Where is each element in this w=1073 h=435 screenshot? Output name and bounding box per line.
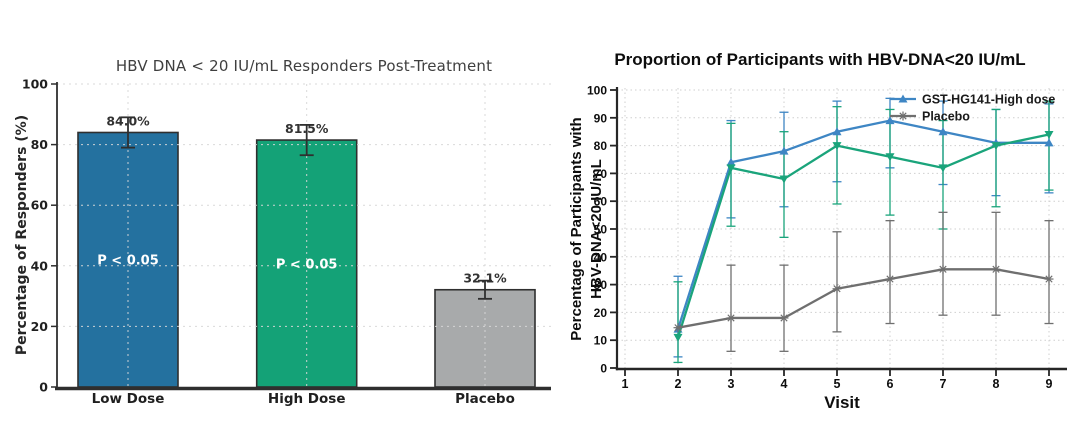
svg-text:90: 90 [594, 111, 608, 125]
svg-text:10: 10 [594, 334, 608, 348]
svg-text:9: 9 [1046, 377, 1053, 391]
svg-text:0: 0 [39, 380, 48, 395]
svg-text:High Dose: High Dose [268, 391, 346, 407]
svg-text:60: 60 [31, 198, 49, 213]
svg-text:30: 30 [594, 278, 608, 292]
bar-chart-figure: 0 20 40 60 80 100 Low Dose High Dose Placebo 84.0… [14, 57, 551, 407]
svg-text:3: 3 [728, 377, 735, 391]
svg-text:40: 40 [594, 250, 608, 264]
svg-text:7: 7 [940, 377, 947, 391]
svg-text:50: 50 [594, 223, 608, 237]
svg-text:80: 80 [31, 137, 49, 152]
svg-text:40: 40 [31, 258, 49, 273]
markers-placebo [673, 264, 1054, 333]
svg-text:70: 70 [594, 167, 608, 181]
line-chart-figure: 0 10 20 30 40 50 60 70 80 90 100 1 2 3 4 5 6 7 8 9 GST-HG141… [560, 0, 1073, 435]
svg-text:0: 0 [600, 362, 607, 376]
bar-chart-title: HBV DNA < 20 IU/mL Responders Post-Treat… [115, 57, 493, 75]
svg-text:60: 60 [594, 195, 608, 209]
line-chart-y-axis-label-line2: HBV-DNA<20 IU/mL [588, 159, 605, 299]
svg-text:80: 80 [594, 139, 608, 153]
line-series-unlabeled-green-series [676, 133, 1050, 338]
axes: 0 20 40 60 80 100 Low Dose High Dose Placebo [22, 77, 551, 407]
svg-text:2: 2 [675, 377, 682, 391]
line-series-placebo [677, 268, 1050, 329]
error-bars-placebo [726, 211, 1054, 352]
line-chart-x-axis-label: Visit [824, 393, 860, 412]
svg-text:4: 4 [781, 377, 788, 391]
markers-unlabeled-green-series [673, 130, 1054, 342]
svg-text:P < 0.05: P < 0.05 [276, 258, 338, 273]
svg-text:Placebo: Placebo [455, 391, 515, 407]
line-chart-title: Proportion of Participants with HBV-DNA<… [614, 50, 1026, 69]
svg-text:8: 8 [993, 377, 1000, 391]
svg-text:Low Dose: Low Dose [92, 391, 165, 407]
axes: 0 10 20 30 40 50 60 70 80 90 100 1 2 3 4 5 6 7 8 9 [587, 84, 1067, 391]
line-series-gst-hg141-high-dose [676, 119, 1049, 330]
svg-text:1: 1 [622, 377, 629, 391]
line-chart-y-axis-label-line1: Percentage of Participants with [568, 117, 585, 341]
bar-chart-y-axis-label: Percentage of Responders (%) [14, 114, 30, 356]
gridlines [57, 83, 551, 387]
svg-text:100: 100 [587, 84, 607, 98]
p-value-annotations: P < 0.05 P < 0.05 [97, 254, 337, 273]
legend-label-placebo: Placebo [922, 110, 970, 124]
svg-text:100: 100 [22, 77, 48, 92]
error-bars [121, 116, 492, 300]
svg-text:P < 0.05: P < 0.05 [97, 254, 159, 269]
svg-text:6: 6 [887, 377, 894, 391]
svg-text:20: 20 [31, 319, 49, 334]
line-chart-canvas: 0 10 20 30 40 50 60 70 80 90 100 1 2 3 4 5 6 7 8 9 GST-HG141… [587, 84, 1067, 391]
legend-label-gst-hg141-high-dose: GST-HG141-High dose [922, 93, 1055, 107]
svg-text:5: 5 [834, 377, 841, 391]
svg-text:32.1%: 32.1% [463, 271, 507, 286]
legend: GST-HG141-High dose Placebo [890, 93, 1055, 124]
line-chart-y-axis-label: Percentage of Participants with HBV-DNA<… [567, 117, 607, 340]
svg-text:20: 20 [594, 306, 608, 320]
